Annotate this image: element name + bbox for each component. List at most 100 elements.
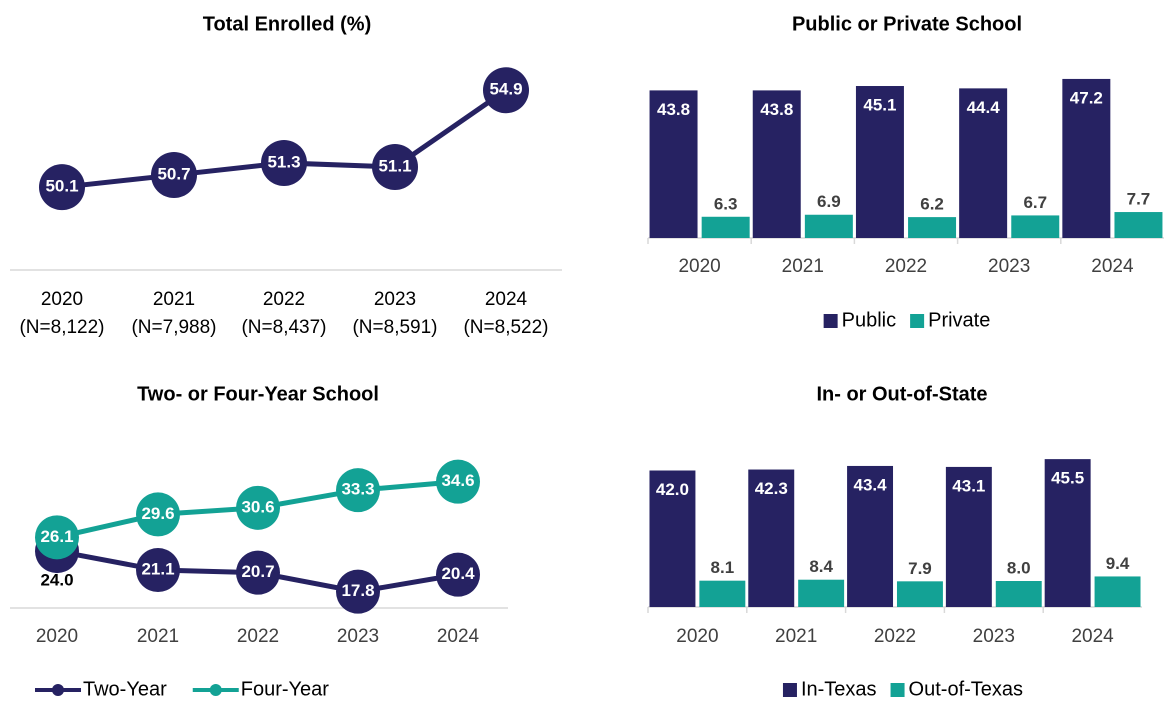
x-tick-label: 2023 — [973, 626, 1015, 647]
x-tick-label: 2021 — [153, 289, 195, 310]
legend-swatch — [782, 683, 797, 697]
data-label: 9.4 — [1106, 554, 1130, 573]
data-label: 43.1 — [952, 476, 985, 495]
chart-title: Public or Private School — [792, 13, 1022, 35]
x-tick-label: 2020 — [678, 256, 720, 277]
legend-label: Four-Year — [241, 678, 330, 700]
legend-label: Private — [928, 309, 990, 331]
data-label: 7.7 — [1127, 190, 1151, 209]
data-label: 34.6 — [441, 471, 474, 490]
bar — [701, 216, 750, 238]
bar — [908, 217, 957, 238]
x-tick-label: 2021 — [137, 626, 179, 647]
data-label: 43.8 — [760, 100, 793, 119]
data-label: 30.6 — [241, 497, 274, 516]
bar — [896, 581, 943, 607]
data-label: 6.7 — [1023, 193, 1047, 212]
data-label: 8.1 — [711, 558, 735, 577]
x-tick-label: 2023 — [374, 289, 416, 310]
x-tick-label: 2020 — [36, 626, 78, 647]
bar — [959, 88, 1008, 238]
marker — [436, 459, 480, 504]
data-label: 24.0 — [40, 571, 73, 590]
legend-label: Public — [842, 309, 896, 331]
bar — [748, 469, 795, 607]
marker — [336, 569, 380, 614]
x-tick-label: 2024 — [485, 289, 528, 310]
marker — [261, 139, 307, 186]
chart-title: Total Enrolled (%) — [203, 13, 372, 35]
bar — [649, 90, 698, 238]
x-tick-label: 2021 — [775, 626, 817, 647]
bar — [945, 466, 992, 607]
bar — [1011, 215, 1060, 238]
bar — [798, 579, 845, 607]
data-label: 51.1 — [378, 156, 411, 175]
x-tick-label: 2022 — [885, 256, 927, 277]
data-label: 17.8 — [341, 581, 374, 600]
marker — [336, 468, 380, 513]
bar — [1094, 576, 1141, 607]
data-label: 6.2 — [920, 195, 944, 214]
data-label: 42.0 — [656, 480, 689, 499]
legend-swatch — [910, 314, 925, 328]
bar — [752, 90, 801, 238]
x-tick-label: 2022 — [263, 289, 305, 310]
bar — [995, 581, 1042, 607]
x-tick-label: 2020 — [41, 289, 83, 310]
x-tick-note: (N=7,988) — [131, 317, 216, 338]
marker — [151, 152, 197, 199]
bar — [699, 580, 746, 607]
bar — [804, 214, 853, 238]
bar — [847, 465, 894, 607]
data-label: 33.3 — [341, 480, 374, 499]
marker — [236, 485, 280, 530]
data-label: 44.4 — [967, 98, 1001, 117]
x-tick-label: 2023 — [988, 256, 1030, 277]
data-label: 50.1 — [45, 177, 78, 196]
chart-title: In- or Out-of-State — [816, 383, 987, 405]
bar — [855, 86, 904, 238]
marker — [372, 143, 418, 190]
x-tick-label: 2024 — [1071, 626, 1114, 647]
data-label: 51.3 — [267, 152, 300, 171]
data-label: 7.9 — [908, 559, 932, 578]
x-tick-label: 2024 — [1091, 256, 1134, 277]
legend-label: In-Texas — [801, 678, 877, 700]
x-tick-label: 2024 — [437, 626, 480, 647]
data-label: 45.5 — [1051, 469, 1084, 488]
data-label: 8.4 — [809, 557, 833, 576]
data-label: 26.1 — [40, 527, 73, 546]
data-label: 6.3 — [714, 194, 738, 213]
marker — [436, 552, 480, 597]
data-label: 29.6 — [141, 504, 174, 523]
marker — [236, 550, 280, 595]
data-label: 6.9 — [817, 192, 841, 211]
data-label: 54.9 — [489, 80, 522, 99]
x-tick-note: (N=8,591) — [352, 317, 437, 338]
data-label: 42.3 — [755, 479, 788, 498]
bar — [649, 470, 696, 607]
legend-label: Two-Year — [83, 678, 167, 700]
marker — [136, 548, 180, 593]
x-tick-note: (N=8,122) — [19, 317, 104, 338]
data-label: 21.1 — [141, 560, 174, 579]
legend-label: Out-of-Texas — [909, 678, 1023, 700]
marker — [35, 515, 79, 560]
x-tick-label: 2022 — [874, 626, 916, 647]
data-label: 20.7 — [241, 562, 274, 581]
x-tick-label: 2023 — [337, 626, 379, 647]
legend-swatch — [823, 314, 838, 328]
x-tick-label: 2022 — [237, 626, 279, 647]
x-tick-label: 2020 — [676, 626, 718, 647]
bar — [1114, 212, 1163, 238]
x-tick-label: 2021 — [782, 256, 824, 277]
chart-title: Two- or Four-Year School — [137, 383, 379, 405]
legend-marker — [52, 684, 64, 696]
legend-marker — [209, 684, 222, 696]
data-label: 45.1 — [863, 95, 896, 114]
legend-swatch — [890, 683, 905, 697]
data-label: 8.0 — [1007, 558, 1031, 577]
data-label: 43.4 — [854, 475, 888, 494]
bar — [1044, 459, 1091, 607]
